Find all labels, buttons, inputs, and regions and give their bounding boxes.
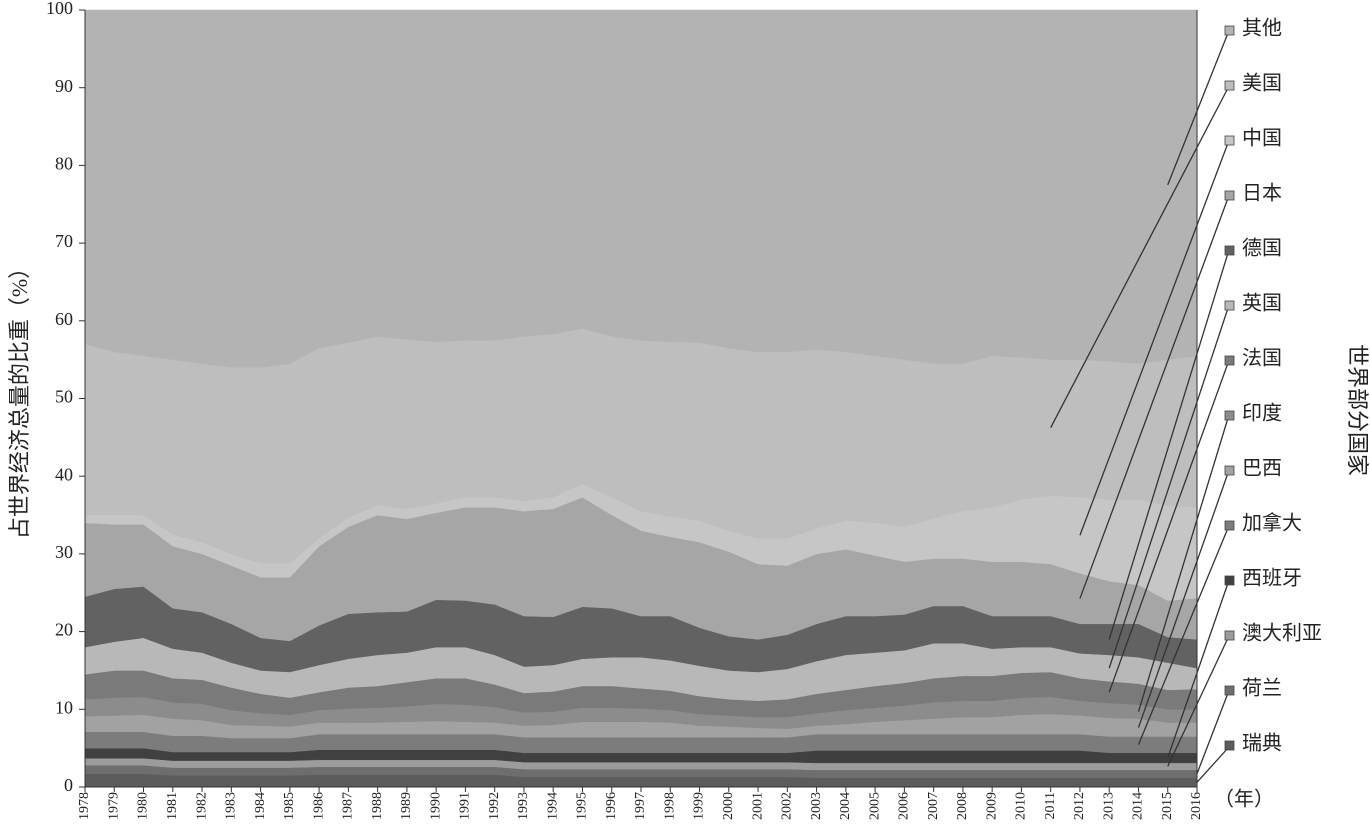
legend-leader xyxy=(1137,472,1229,728)
legend-leader xyxy=(1050,87,1229,428)
x-tick-label: 2009 xyxy=(984,792,999,820)
legend-leader xyxy=(1167,637,1229,767)
y-tick-label: 30 xyxy=(55,542,73,562)
x-tick-label: 1987 xyxy=(341,792,356,820)
x-tick-label: 2015 xyxy=(1160,792,1175,820)
legend-swatch xyxy=(1224,25,1235,36)
x-tick-label: 2001 xyxy=(750,792,765,820)
x-tick-label: 2013 xyxy=(1101,792,1116,820)
x-tick-label: 1996 xyxy=(604,792,619,820)
legend-label: 其他 xyxy=(1242,17,1282,40)
y-tick-label: 0 xyxy=(64,775,73,795)
y-tick-label: 60 xyxy=(55,309,73,329)
y-tick-label: 80 xyxy=(55,154,73,174)
legend-label: 印度 xyxy=(1242,402,1282,425)
x-tick-label: 1986 xyxy=(311,792,326,820)
x-tick-label: 2003 xyxy=(809,792,824,820)
legend-swatch xyxy=(1224,410,1235,421)
y-tick-label: 100 xyxy=(46,0,73,18)
x-tick-label: 2002 xyxy=(780,792,795,820)
legend-swatch xyxy=(1224,190,1235,201)
legend-label: 加拿大 xyxy=(1242,511,1302,535)
x-tick-label: 1985 xyxy=(282,792,297,820)
legend-leader xyxy=(1079,197,1229,599)
legend-leader xyxy=(1167,32,1229,186)
x-tick-label: 2014 xyxy=(1131,792,1146,820)
x-tick-label: 1997 xyxy=(633,792,648,820)
x-tick-label: 1991 xyxy=(458,792,473,820)
legend-swatch xyxy=(1224,575,1235,586)
legend-swatch xyxy=(1224,740,1235,751)
legend-swatch xyxy=(1224,465,1235,476)
x-tick-label: 2008 xyxy=(955,792,970,820)
x-tick-label: 1988 xyxy=(370,792,385,820)
legend-swatch xyxy=(1224,630,1235,641)
legend-label: 中国 xyxy=(1242,127,1282,150)
y-tick-label: 40 xyxy=(55,464,73,484)
legend-label: 法国 xyxy=(1242,347,1282,370)
x-tick-label: 2010 xyxy=(1014,792,1029,820)
x-tick-label: 1984 xyxy=(253,792,268,820)
x-tick-label: 1993 xyxy=(516,792,531,820)
x-tick-label: 1998 xyxy=(662,792,677,820)
x-tick-label: 1989 xyxy=(399,792,414,820)
legend-swatch xyxy=(1224,520,1235,531)
legend-swatch xyxy=(1224,685,1235,696)
x-tick-label: 1994 xyxy=(545,792,560,820)
legend-label: 德国 xyxy=(1242,237,1282,260)
y-tick-label: 70 xyxy=(55,231,73,251)
legend-swatch xyxy=(1224,355,1235,366)
x-tick-label: 2000 xyxy=(721,792,736,820)
legend-label: 巴西 xyxy=(1242,458,1282,480)
x-unit-label: （年） xyxy=(1214,788,1274,811)
legend-leader xyxy=(1196,747,1229,783)
legend-label: 英国 xyxy=(1242,292,1282,315)
x-tick-label: 2006 xyxy=(897,792,912,820)
x-tick-label: 1990 xyxy=(428,792,443,820)
area xyxy=(84,9,1198,368)
legend-leader xyxy=(1167,582,1229,759)
legend-leader xyxy=(1079,142,1229,536)
legend-swatch xyxy=(1224,245,1235,256)
legend-label: 日本 xyxy=(1242,182,1282,205)
legend-label: 西班牙 xyxy=(1242,567,1302,590)
legend-label: 美国 xyxy=(1242,72,1282,95)
x-tick-label: 1999 xyxy=(692,792,707,820)
x-tick-label: 2012 xyxy=(1072,792,1087,820)
x-tick-label: 1983 xyxy=(224,792,239,820)
legend-title: 世界部分国家 xyxy=(1345,344,1370,476)
legend-swatch xyxy=(1224,300,1235,311)
x-tick-label: 1995 xyxy=(575,792,590,820)
legend-leader xyxy=(1108,362,1229,693)
legend-swatch xyxy=(1224,80,1235,91)
y-axis-title: 占世界经济总量的比重（%） xyxy=(7,257,32,539)
x-tick-label: 1982 xyxy=(194,792,209,820)
x-tick-label: 2004 xyxy=(838,792,853,820)
legend-leader xyxy=(1108,252,1229,640)
x-tick-label: 2016 xyxy=(1189,792,1204,820)
y-tick-label: 20 xyxy=(55,620,73,640)
legend-leader xyxy=(1196,692,1229,775)
legend-leader xyxy=(1108,307,1229,669)
x-tick-label: 1978 xyxy=(77,792,92,820)
x-tick-label: 1992 xyxy=(487,792,502,820)
x-tick-label: 2011 xyxy=(1043,792,1058,819)
y-tick-label: 90 xyxy=(55,76,73,96)
x-tick-label: 1981 xyxy=(165,792,180,820)
x-tick-label: 2007 xyxy=(926,792,941,820)
x-tick-label: 1979 xyxy=(106,792,121,820)
legend-label: 澳大利亚 xyxy=(1242,622,1322,645)
y-tick-label: 50 xyxy=(55,387,73,407)
x-tick-label: 2005 xyxy=(867,792,882,820)
y-tick-label: 10 xyxy=(55,697,73,717)
legend-label: 荷兰 xyxy=(1242,677,1282,700)
legend-leader xyxy=(1137,417,1229,712)
legend-swatch xyxy=(1224,135,1235,146)
x-tick-label: 1980 xyxy=(136,792,151,820)
legend-leader xyxy=(1137,527,1229,745)
legend-label: 瑞典 xyxy=(1242,732,1282,755)
